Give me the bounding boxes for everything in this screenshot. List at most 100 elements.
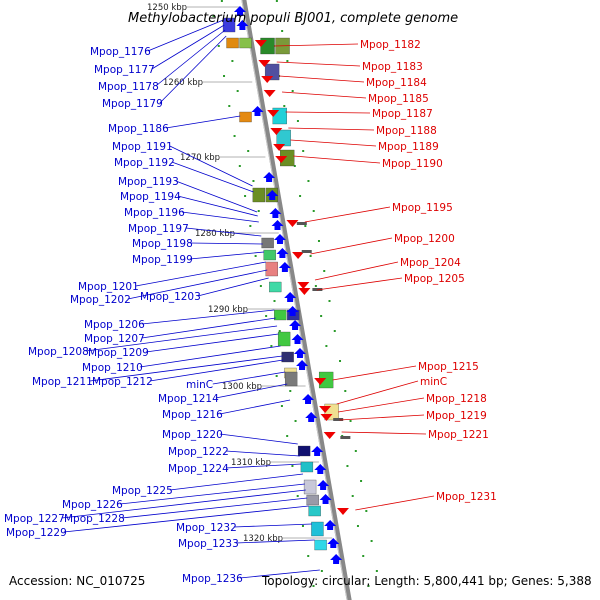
track-tick-mark (236, 90, 239, 92)
label-leader-line (135, 261, 266, 287)
label-leader-line (235, 539, 315, 544)
gene-label-right[interactable]: Mpop_1204 (400, 257, 461, 269)
gene-label-left[interactable]: Mpop_1210 (82, 362, 143, 374)
gene-block (239, 37, 252, 49)
gene-label-left[interactable]: minC (186, 379, 213, 391)
track-tick-mark (238, 165, 241, 167)
gene-label-left[interactable]: Mpop_1212 (92, 376, 153, 388)
gene-label-right[interactable]: Mpop_1190 (382, 158, 443, 170)
gene-block (306, 494, 319, 506)
gene-label-left[interactable]: Mpop_1186 (108, 123, 169, 135)
label-leader-line (288, 127, 375, 131)
gene-label-right[interactable]: Mpop_1200 (394, 233, 455, 245)
gene-label-right[interactable]: Mpop_1205 (404, 273, 465, 285)
gene-label-right[interactable]: Mpop_1184 (366, 77, 427, 89)
track-tick-mark (223, 75, 226, 77)
label-leader-line (141, 317, 276, 339)
gene-label-left[interactable]: Mpop_1220 (162, 429, 223, 441)
gene-label-left[interactable]: Mpop_1209 (88, 347, 149, 359)
gene-label-left[interactable]: Mpop_1208 (28, 346, 89, 358)
track-tick-mark (286, 435, 289, 437)
label-leader-line (281, 91, 367, 99)
gene-label-left[interactable]: Mpop_1224 (168, 463, 229, 475)
track-tick-mark (299, 195, 302, 197)
gene-label-left[interactable]: Mpop_1206 (84, 319, 145, 331)
track-tick-mark (312, 210, 315, 212)
gene-label-left[interactable]: Mpop_1228 (64, 513, 125, 525)
label-leader-line (145, 333, 279, 353)
gene-label-right[interactable]: minC (420, 376, 447, 388)
reverse-gene-arrow (286, 220, 299, 227)
gene-label-right[interactable]: Mpop_1183 (362, 61, 423, 73)
track-tick-mark (339, 360, 342, 362)
track-tick-mark (283, 105, 286, 107)
track-tick-mark (281, 30, 284, 32)
track-tick-mark (370, 540, 373, 542)
track-tick-mark (351, 495, 354, 497)
gene-label-left[interactable]: Mpop_1236 (182, 573, 243, 585)
gene-label-left[interactable]: Mpop_1198 (132, 238, 193, 250)
gene-label-right[interactable]: Mpop_1185 (368, 93, 429, 105)
track-tick-mark (233, 135, 236, 137)
gene-label-right[interactable]: Mpop_1189 (378, 141, 439, 153)
gene-label-left[interactable]: Mpop_1191 (112, 141, 173, 153)
label-leader-line (293, 155, 381, 164)
label-leader-line (316, 277, 403, 291)
track-tick-mark (259, 285, 262, 287)
gene-label-right[interactable]: Mpop_1195 (392, 202, 453, 214)
kbp-tick-label: 1290 kbp (208, 305, 248, 315)
reverse-gene-arrow (336, 508, 349, 515)
gene-label-left[interactable]: Mpop_1199 (132, 254, 193, 266)
gene-label-left[interactable]: Mpop_1177 (94, 64, 155, 76)
gene-label-left[interactable]: Mpop_1226 (62, 499, 123, 511)
gene-label-left[interactable]: Mpop_1194 (120, 191, 181, 203)
gene-label-left[interactable]: Mpop_1222 (168, 446, 229, 458)
gene-label-left[interactable]: Mpop_1233 (178, 538, 239, 550)
gene-label-left[interactable]: Mpop_1232 (176, 522, 237, 534)
label-leader-line (233, 523, 312, 528)
track-tick-mark (291, 465, 294, 467)
track-tick-mark (278, 330, 281, 332)
gene-label-right[interactable]: Mpop_1219 (426, 410, 487, 422)
track-tick-mark (307, 555, 310, 557)
label-leader-line (121, 497, 308, 519)
gene-label-right[interactable]: Mpop_1231 (436, 491, 497, 503)
gene-label-left[interactable]: Mpop_1192 (114, 157, 175, 169)
label-leader-line (127, 269, 268, 300)
track-tick-mark (296, 495, 299, 497)
gene-label-right[interactable]: Mpop_1188 (376, 125, 437, 137)
track-tick-mark (307, 180, 310, 182)
gene-label-left[interactable]: Mpop_1179 (102, 98, 163, 110)
gene-label-left[interactable]: Mpop_1225 (112, 485, 173, 497)
gene-label-right[interactable]: Mpop_1187 (372, 108, 433, 120)
gene-block (314, 539, 327, 551)
track-tick-mark (217, 45, 220, 47)
gene-label-left[interactable]: Mpop_1203 (140, 291, 201, 303)
gene-label-left[interactable]: Mpop_1201 (78, 281, 139, 293)
track-tick-mark (325, 345, 328, 347)
gene-label-left[interactable]: Mpop_1207 (84, 333, 145, 345)
track-tick-mark (270, 345, 273, 347)
gene-label-left[interactable]: Mpop_1176 (90, 46, 151, 58)
gene-label-left[interactable]: Mpop_1178 (98, 81, 159, 93)
track-tick-mark (247, 150, 250, 152)
gene-label-left[interactable]: Mpop_1202 (70, 294, 131, 306)
forward-gene-arrow (289, 320, 302, 330)
gene-block (303, 479, 317, 495)
gene-label-right[interactable]: Mpop_1182 (360, 39, 421, 51)
gene-label-left[interactable]: Mpop_1193 (118, 176, 179, 188)
gene-label-left[interactable]: Mpop_1214 (158, 393, 219, 405)
gene-block (284, 371, 298, 387)
gene-label-right[interactable]: Mpop_1218 (426, 393, 487, 405)
label-leader-line (159, 35, 227, 104)
gene-label-left[interactable]: Mpop_1216 (162, 409, 223, 421)
gene-label-right[interactable]: Mpop_1221 (428, 429, 489, 441)
gene-block (301, 250, 312, 253)
forward-gene-arrow (302, 394, 315, 404)
gene-label-left[interactable]: Mpop_1196 (124, 207, 185, 219)
gene-label-left[interactable]: Mpop_1227 (4, 513, 65, 525)
gene-label-left[interactable]: Mpop_1197 (128, 223, 189, 235)
gene-label-right[interactable]: Mpop_1215 (418, 361, 479, 373)
gene-label-left[interactable]: Mpop_1229 (6, 527, 67, 539)
gene-label-left[interactable]: Mpop_1211 (32, 376, 93, 388)
